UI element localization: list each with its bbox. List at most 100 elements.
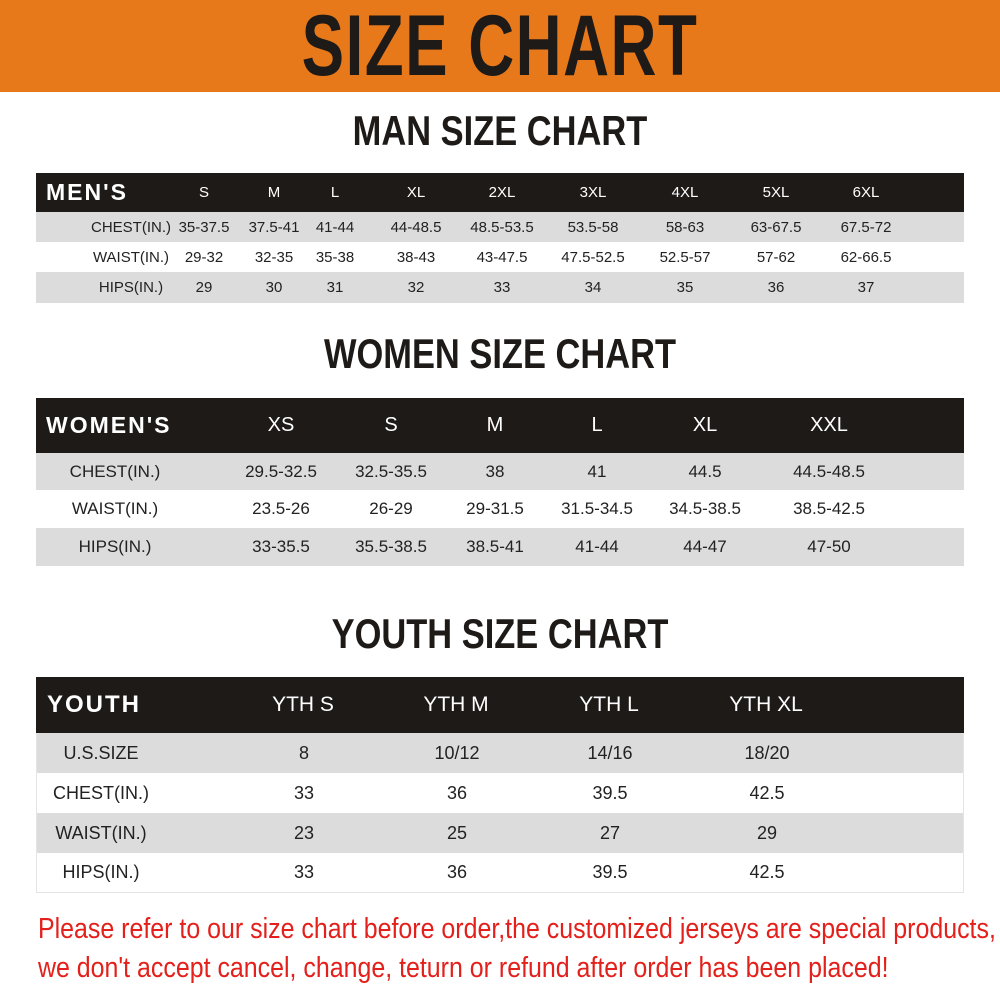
table-cell: 32-35 [254,248,294,266]
row-label: HIPS(IN.) [98,279,164,296]
table-row: CHEST(IN.) 35-37.5 37.5-41 41-44 44-48.5 48.5… [36,212,964,242]
table-header-row: YOUTH YTH S YTH M YTH L YTH XL [36,677,964,733]
table-cell: 35 [676,279,694,296]
table-row: HIPS(IN.) 33-35.5 35.5-38.5 38.5-41 41-44 44-… [36,528,964,566]
table-row: CHEST(IN.) 33 36 39.5 42.5 [36,773,964,813]
table-cell: 44-47 [683,537,727,556]
size-column-header: S [198,184,210,201]
youth-section-title: YOUTH SIZE CHART [331,610,669,657]
table-row: WAIST(IN.) 29-32 32-35 35-38 38-43 43-47.5 47.… [36,242,964,272]
row-label: WAIST(IN.) [92,248,170,266]
table-cell: 41-44 [315,218,355,236]
table-cell: 36 [767,279,785,296]
table-cell: 37.5-41 [248,218,300,236]
header-label: MEN'S [46,179,128,205]
men-section-title: MAN SIZE CHART [352,107,648,154]
table-cell: 41-44 [575,537,619,556]
table-cell: 36 [446,782,468,803]
table-cell: 14/16 [587,742,633,763]
table-cell: 35.5-38.5 [355,537,427,556]
table-cell: 30 [265,279,283,296]
table-cell: 8 [298,742,310,763]
size-column-header: 5XL [762,184,790,201]
table-cell: 29-31.5 [466,499,524,518]
table-cell: 48.5-53.5 [470,218,534,236]
table-cell: 38.5-42.5 [793,499,865,518]
table-cell: 34 [584,279,602,296]
table-row: WAIST(IN.) 23.5-26 26-29 29-31.5 31.5-34.5 34… [36,490,964,528]
title-banner: SIZE CHART [0,0,1000,92]
table-cell: 37 [857,279,875,296]
table-cell: 23 [293,822,315,843]
table-cell: 44-48.5 [390,218,442,236]
size-column-header: L [330,184,340,201]
table-row: CHEST(IN.) 29.5-32.5 32.5-35.5 38 41 44.5 44.5… [36,453,964,490]
table-row: HIPS(IN.) 29 30 31 32 33 34 35 36 37 [36,272,964,303]
table-cell: 44.5-48.5 [793,461,865,481]
size-column-header: L [591,414,603,436]
size-column-header: YTH L [579,693,639,716]
table-cell: 26-29 [369,499,413,518]
size-column-header: 4XL [671,184,699,201]
table-cell: 38-43 [396,248,436,266]
table-cell: 31.5-34.5 [561,499,633,518]
table-cell: 38.5-41 [466,537,524,556]
table-cell: 27 [599,822,621,843]
table-cell: 47.5-52.5 [561,248,625,266]
table-cell: 42.5 [749,862,785,882]
table-cell: 38 [485,461,505,481]
table-header-row: MEN'S S M L XL 2XL 3XL 4XL 5XL 6XL [36,173,964,212]
page-title: SIZE CHART [301,0,699,94]
table-cell: 29.5-32.5 [245,461,317,481]
table-cell: 41 [587,461,607,481]
table-cell: 52.5-57 [659,248,711,266]
table-cell: 42.5 [749,782,785,803]
table-cell: 53.5-58 [567,218,619,236]
header-label: WOMEN'S [46,412,172,438]
size-column-header: YTH M [423,693,489,716]
size-column-header: YTH S [272,693,334,716]
table-cell: 33 [293,862,315,882]
row-label: WAIST(IN.) [55,822,147,843]
table-cell: 47-50 [807,537,851,556]
size-column-header: XS [267,414,295,436]
women-section-title: WOMEN SIZE CHART [323,330,677,377]
row-label: CHEST(IN.) [91,218,171,236]
table-cell: 39.5 [592,862,628,882]
size-column-header: XL [692,414,718,436]
table-cell: 44.5 [688,461,722,481]
table-row: WAIST(IN.) 23 25 27 29 [36,813,964,853]
table-cell: 33 [293,782,315,803]
table-row: HIPS(IN.) 33 36 39.5 42.5 [36,853,964,893]
table-cell: 63-67.5 [750,218,802,236]
table-cell: 29-32 [184,248,224,266]
table-cell: 29 [195,279,213,296]
table-cell: 32 [407,279,425,296]
row-label: U.S.SIZE [63,742,139,763]
table-cell: 33-35.5 [252,537,310,556]
table-cell: 33 [493,279,511,296]
size-column-header: XXL [810,414,848,436]
table-header-row: WOMEN'S XS S M L XL XXL [36,398,964,453]
table-cell: 29 [756,822,778,843]
table-cell: 18/20 [744,742,790,763]
size-column-header: 3XL [579,184,607,201]
table-cell: 43-47.5 [476,248,528,266]
table-cell: 31 [326,279,344,296]
row-label: CHEST(IN.) [53,782,149,803]
table-cell: 57-62 [756,248,796,266]
table-cell: 32.5-35.5 [355,461,427,481]
size-column-header: M [486,414,504,436]
table-cell: 58-63 [665,218,705,236]
notice-line-1: Please refer to our size chart before or… [38,913,996,945]
table-cell: 67.5-72 [840,218,892,236]
header-label: YOUTH [47,691,141,718]
table-cell: 36 [446,862,468,882]
table-cell: 34.5-38.5 [669,499,741,518]
table-cell: 35-37.5 [178,218,230,236]
row-label: HIPS(IN.) [78,537,152,556]
size-column-header: 2XL [488,184,516,201]
table-row: U.S.SIZE 8 10/12 14/16 18/20 [36,733,964,773]
size-column-header: 6XL [852,184,880,201]
table-cell: 62-66.5 [840,248,892,266]
